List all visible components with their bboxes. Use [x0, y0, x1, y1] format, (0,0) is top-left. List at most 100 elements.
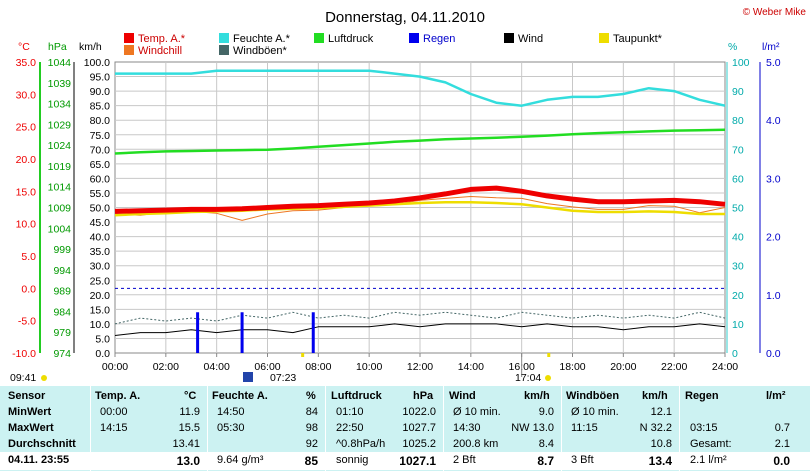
humidity-tick-label: 20 [732, 290, 744, 302]
stats-cell-wind-v: 8.4 [538, 438, 554, 450]
wind-tick-label: 70.0 [90, 144, 111, 156]
stats-cell-press-t: 22:50 [336, 422, 364, 434]
stats-cell-gust-v: 12.1 [650, 406, 672, 418]
pressure-tick-label: 1004 [48, 223, 72, 235]
stats-cell-hum-t: 9.64 g/m³ [217, 454, 264, 466]
weather-chart: Donnerstag, 04.11.2010 © Weber Mike Temp… [10, 7, 807, 384]
chart-legend: Temp. A.* Feuchte A.* Luftdruck Regen Wind Ta… [124, 33, 663, 57]
stats-cell-wind-t: 200.8 km [453, 438, 499, 450]
chart-credit: © Weber Mike [743, 7, 807, 18]
rain-bar [196, 312, 200, 353]
wind-tick-label: 5.0 [95, 333, 110, 345]
rain-tick-label: 2.0 [766, 232, 781, 244]
wind-tick-label: 30.0 [90, 261, 111, 273]
pressure-tick-label: 1024 [48, 140, 72, 152]
series-line-4 [114, 196, 726, 221]
stats-header-hum: Feuchte A. [212, 390, 268, 402]
stats-cell-gust-v: 13.4 [648, 454, 672, 468]
x-tick-label: 02:00 [153, 361, 179, 373]
pressure-tick-label: 1029 [48, 119, 72, 131]
stats-cell-label: MaxWert [8, 422, 54, 434]
pressure-tick-label: 1034 [48, 99, 72, 111]
wind-tick-label: 20.0 [90, 290, 111, 302]
temp-axis-unit: °C [18, 41, 30, 53]
temp-tick-label: 10.0 [16, 219, 37, 231]
stats-cell-wind-v: NW 13.0 [511, 422, 554, 434]
stats-cell-press-v: 1022.0 [402, 406, 436, 418]
pressure-tick-label: 974 [53, 348, 71, 360]
stats-header-row: Sensor Temp. A. °C Feuchte A. % Luftdruc… [0, 388, 810, 404]
x-tick-label: 14:00 [458, 361, 484, 373]
stats-header-hum-unit: % [306, 390, 316, 402]
stats-cell-temp-v: 15.5 [178, 422, 200, 434]
stats-cell-temp-v: 13.41 [172, 438, 200, 450]
stats-cell-label: MinWert [8, 406, 52, 418]
humidity-tick-label: 40 [732, 232, 744, 244]
humidity-tick-label: 80 [732, 115, 744, 127]
humidity-tick-label: 100 [732, 57, 750, 69]
legend-label: Windböen* [233, 45, 288, 57]
stats-header-rain: Regen [685, 390, 719, 402]
wind-tick-label: 45.0 [90, 217, 111, 229]
legend-label: Wind [518, 33, 543, 45]
time-start-label: 09:41 [10, 372, 36, 384]
series-line-5 [114, 323, 726, 336]
x-tick-label: 10:00 [356, 361, 382, 373]
pressure-tick-label: 989 [53, 286, 71, 298]
stats-cell-rain-t: Gesamt: [690, 438, 732, 450]
legend-label: Windchill [138, 45, 182, 57]
x-tick-label: 08:00 [305, 361, 331, 373]
stats-cell-rain-v: 2.1 [774, 438, 790, 450]
wind-tick-label: 0.0 [95, 348, 110, 360]
pressure-tick-label: 1014 [48, 182, 72, 194]
stats-cell-gust-t: Ø 10 min. [571, 406, 619, 418]
stats-cell-temp-v: 13.0 [176, 454, 200, 468]
wind-tick-label: 15.0 [90, 304, 111, 316]
stats-cell-hum-v: 92 [305, 438, 318, 450]
pressure-tick-label: 984 [53, 306, 71, 318]
humidity-tick-label: 90 [732, 86, 744, 98]
temp-tick-label: -10.0 [12, 348, 36, 360]
wind-tick-label: 40.0 [90, 232, 111, 244]
x-tick-label: 04:00 [204, 361, 230, 373]
wind-tick-label: 25.0 [90, 275, 111, 287]
rain-bar [240, 312, 244, 353]
sunrise-icon [243, 372, 253, 382]
stats-cell-hum-v: 98 [305, 422, 318, 434]
x-tick-label: 24:00 [712, 361, 738, 373]
legend-label: Taupunkt* [613, 33, 663, 45]
stats-cell-press-v: 1027.7 [402, 422, 436, 434]
humidity-tick-label: 70 [732, 144, 744, 156]
series-line-6 [114, 311, 726, 325]
temp-tick-label: 35.0 [16, 57, 37, 69]
sun-dot-end [545, 375, 551, 381]
pressure-tick-label: 979 [53, 327, 71, 339]
sunset-time: 17:04 [515, 372, 541, 384]
statistics-table: Sensor Temp. A. °C Feuchte A. % Luftdruc… [0, 386, 810, 471]
temp-tick-label: 15.0 [16, 186, 37, 198]
legend-swatch [124, 33, 134, 43]
wind-tick-label: 95.0 [90, 72, 111, 84]
wind-tick-label: 100.0 [84, 57, 110, 69]
stats-cell-hum-v: 84 [305, 406, 318, 418]
pressure-tick-label: 1039 [48, 78, 72, 90]
rain-tick-label: 0.0 [766, 348, 781, 360]
wind-tick-label: 50.0 [90, 203, 111, 215]
rain-tick-label: 5.0 [766, 57, 781, 69]
stats-header-temp-unit: °C [184, 390, 197, 402]
stats-row: 04.11. 23:55 13.0 9.64 g/m³ 85 sonnig 1027.1 2… [0, 452, 810, 470]
sunrise-time: 07:23 [270, 372, 296, 384]
stats-cell-hum-t: 05:30 [217, 422, 245, 434]
legend-swatch [409, 33, 419, 43]
humidity-tick-label: 0 [732, 348, 738, 360]
temp-tick-label: 20.0 [16, 154, 37, 166]
wind-tick-label: 55.0 [90, 188, 111, 200]
wind-tick-label: 35.0 [90, 246, 111, 258]
temp-tick-label: 25.0 [16, 122, 37, 134]
pressure-tick-label: 1044 [48, 57, 72, 69]
rain-tick-label: 1.0 [766, 290, 781, 302]
legend-swatch [219, 33, 229, 43]
humidity-tick-label: 60 [732, 173, 744, 185]
stats-cell-temp-t: 14:15 [100, 422, 128, 434]
pressure-tick-label: 999 [53, 244, 71, 256]
